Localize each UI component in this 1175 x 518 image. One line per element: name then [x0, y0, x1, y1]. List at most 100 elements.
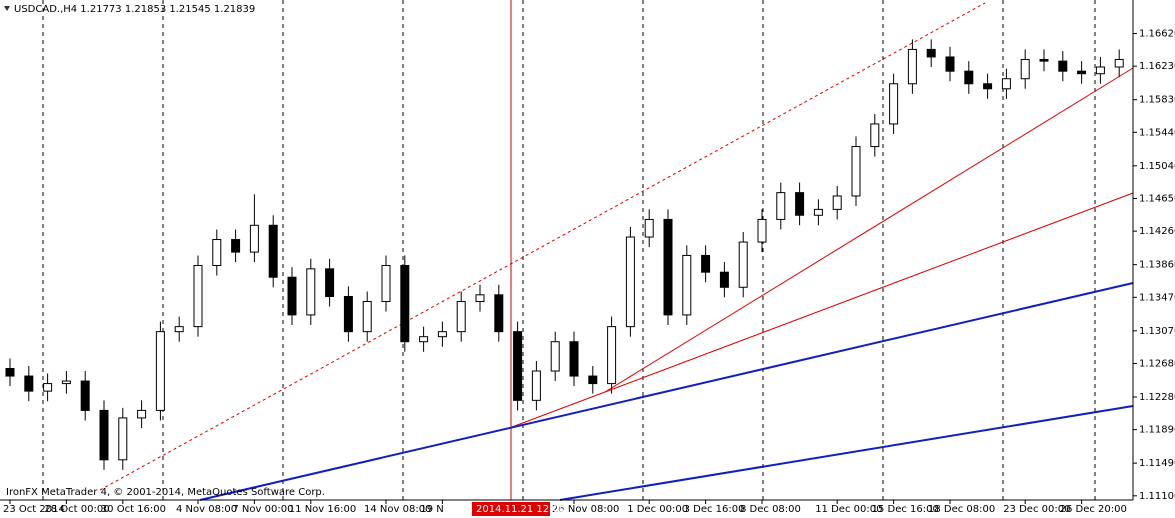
y-tick-label: 1.16620 [1139, 29, 1175, 40]
x-tick-label: 26 Nov 08:00 [552, 504, 619, 515]
y-tick-label: 1.14260 [1139, 226, 1175, 237]
x-tick-label: 30 Oct 16:00 [101, 504, 166, 515]
candle-body [343, 295, 353, 333]
candle-body [795, 192, 805, 216]
trendline [604, 67, 1134, 393]
candle-body [776, 192, 786, 220]
candle-body [851, 146, 861, 197]
candle-body [99, 409, 109, 461]
candle-body [757, 218, 767, 243]
trendline [559, 405, 1134, 501]
symbol-icon [4, 6, 10, 11]
candle-body [475, 294, 485, 303]
candle-body [719, 271, 729, 288]
y-tick-label: 1.13070 [1139, 326, 1175, 337]
candle-body [1020, 58, 1030, 80]
candle-body [569, 341, 579, 377]
candle-body [249, 224, 259, 253]
candle-body [964, 70, 974, 85]
candle-body [231, 239, 241, 253]
y-tick-label: 1.15040 [1139, 161, 1175, 172]
x-tick-label: 11 Nov 16:00 [289, 504, 356, 515]
x-tick-label: 23 Oct 2014 [3, 504, 65, 515]
candle-body [813, 208, 823, 216]
candle-body [268, 224, 278, 278]
x-tick-label: 14 Nov 08:00 [364, 504, 431, 515]
candle-body [926, 48, 936, 58]
candle-body [43, 383, 53, 392]
period-separators [42, 0, 1096, 500]
candle-body [832, 195, 842, 210]
candle-body [400, 264, 410, 343]
candle-body [1058, 60, 1068, 72]
candle-body [419, 336, 429, 343]
trendlines [99, 0, 1134, 501]
candle-body [513, 331, 523, 401]
x-tick-label: 8 Dec 08:00 [740, 504, 801, 515]
candle-body [983, 83, 993, 90]
x-tick-label: 23 Dec 00:00 [1003, 504, 1070, 515]
x-tick-label: 3 Dec 16:00 [684, 504, 745, 515]
candle-body [870, 123, 880, 148]
candle-body [889, 83, 899, 125]
y-tick-label: 1.15830 [1139, 95, 1175, 106]
candle-body [381, 264, 391, 303]
y-tick-label: 1.12280 [1139, 392, 1175, 403]
cursor-label: 2014.11.21 12:00 [476, 504, 565, 515]
candle-body [155, 331, 165, 411]
footer: IronFX MetaTrader 4, © 2001-2014, MetaQu… [6, 487, 325, 498]
candle-body [531, 370, 541, 401]
candle-body [1114, 58, 1124, 68]
x-tick-label: 11 Dec 00:00 [815, 504, 882, 515]
x-tick-label: 15 Dec 16:00 [872, 504, 939, 515]
candle-body [1095, 66, 1105, 75]
x-tick-label: 7 Nov 00:00 [232, 504, 293, 515]
candle-body [193, 264, 203, 328]
trendline [199, 282, 1134, 501]
y-tick-label: 1.15440 [1139, 127, 1175, 138]
candle-body [325, 268, 335, 297]
candle-body [287, 276, 297, 316]
candle-body [907, 48, 917, 85]
candle-body [682, 254, 692, 316]
candle-body [456, 301, 466, 333]
x-tick-label: 4 Nov 08:00 [176, 504, 237, 515]
candle-body [945, 56, 955, 72]
candle-body [306, 268, 316, 316]
y-tick-label: 1.16230 [1139, 61, 1175, 72]
candle-body [625, 236, 635, 328]
candles [5, 39, 1124, 470]
chart-title: USDCAD.,H4 1.21773 1.21853 1.21545 1.218… [14, 4, 255, 15]
x-tick-label: 28 Oct 00:00 [44, 504, 109, 515]
trendline [604, 192, 1134, 393]
candle-body [494, 294, 504, 333]
candle-body [137, 409, 147, 419]
candle-body [362, 301, 372, 333]
candle-body [1001, 78, 1011, 90]
channel-line [99, 2, 986, 491]
x-tick-label: 1 Dec 00:00 [627, 504, 688, 515]
x-tick-label: 26 Dec 20:00 [1060, 504, 1127, 515]
candle-body [174, 326, 184, 333]
y-tick-label: 1.11490 [1139, 458, 1175, 469]
candle-body [118, 417, 128, 461]
candle-body [5, 368, 15, 377]
y-tick-label: 1.13470 [1139, 292, 1175, 303]
candle-body [212, 239, 222, 266]
y-tick-label: 1.14650 [1139, 193, 1175, 204]
candle-body [607, 326, 617, 385]
candle-body [644, 218, 654, 238]
candle-body [80, 380, 90, 411]
x-tick-label: 19 N [420, 504, 443, 515]
trendline [511, 391, 606, 428]
y-tick-label: 1.12680 [1139, 358, 1175, 369]
candle-body [701, 254, 711, 273]
x-tick-label: 18 Dec 08:00 [928, 504, 995, 515]
candle-body [550, 341, 560, 372]
candle-body [24, 375, 34, 392]
candle-body [61, 380, 71, 385]
candle-body [663, 218, 673, 316]
cursor-label-box [472, 502, 550, 516]
